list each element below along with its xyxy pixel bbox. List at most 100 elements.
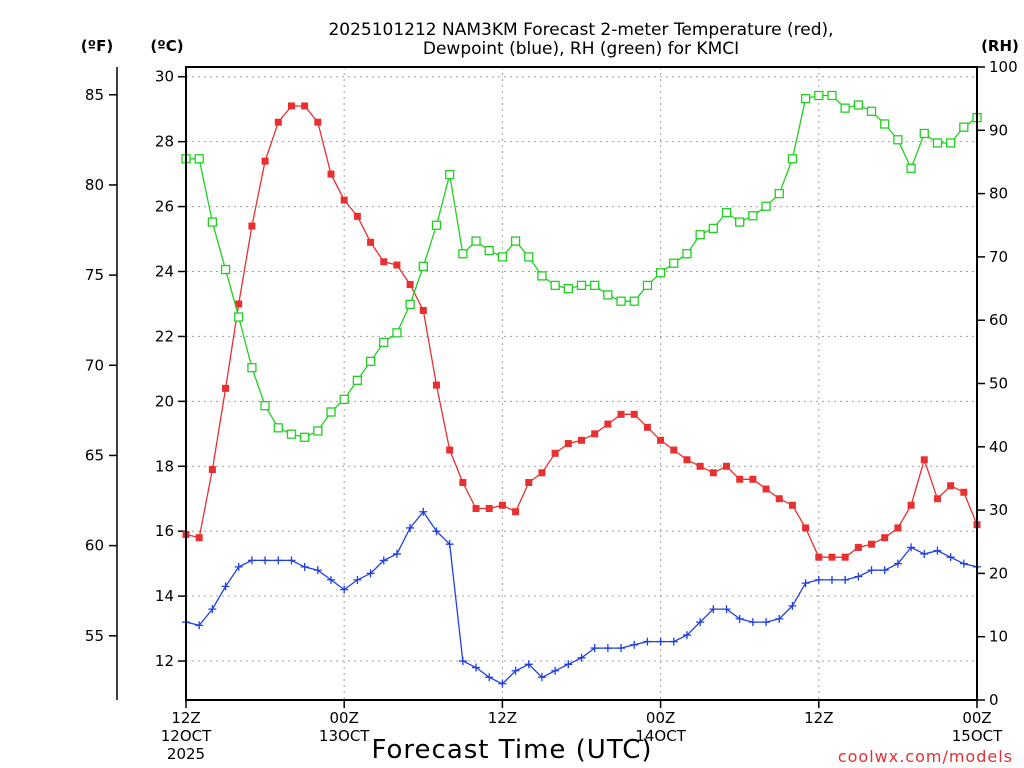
fahrenheit-tick-label: 75 [85, 266, 104, 284]
2-meter-temperature-point [643, 423, 651, 431]
rh-point [774, 188, 784, 199]
2-meter-temperature-point [340, 196, 348, 204]
2-meter-temperature-point [604, 420, 612, 428]
celsius-tick-label: 26 [155, 198, 174, 216]
rh-point [497, 252, 508, 262]
dewpoint-series [182, 507, 981, 688]
dewpoint-point [247, 556, 256, 565]
dewpoint-point [617, 644, 626, 653]
rh-tick-label: 50 [989, 375, 1008, 393]
celsius-tick-label: 22 [155, 327, 174, 345]
rh-point [655, 268, 666, 278]
2-meter-temperature-point [195, 534, 203, 542]
2-meter-temperature-point [287, 102, 295, 110]
rh-point [445, 169, 455, 180]
credit-label: coolwx.com/models [838, 747, 1013, 766]
rh-point [220, 264, 231, 275]
fahrenheit-tick-label: 65 [85, 446, 104, 464]
rh-point [761, 201, 771, 211]
dewpoint-point [300, 562, 309, 571]
2-meter-temperature-point [327, 170, 335, 178]
rh-axis: 0 10 20 30 40 50 60 70 80 90 100 [977, 58, 1018, 709]
fahrenheit-axis: 55 60 65 70 75 80 85 [85, 67, 118, 700]
2-meter-temperature-point [723, 462, 731, 470]
rh-point [365, 356, 376, 366]
celsius-unit-label: (ºC) [150, 37, 183, 55]
rh-point [234, 312, 244, 322]
dewpoint-point [722, 605, 731, 614]
2-meter-temperature-point [367, 238, 375, 246]
dewpoint-point [643, 637, 652, 646]
dewpoint-point [775, 614, 784, 623]
celsius-tick-label: 30 [155, 68, 174, 86]
rh-point [642, 280, 653, 291]
dewpoint-point [498, 679, 507, 688]
2-meter-temperature-point [736, 475, 744, 483]
dewpoint-point [709, 605, 718, 614]
2-meter-temperature-point [881, 534, 889, 542]
dewpoint-point [748, 618, 757, 627]
2-meter-temperature-point [393, 261, 401, 269]
dewpoint-point [392, 549, 401, 558]
dewpoint-point [353, 575, 362, 584]
2-meter-temperature-point [788, 501, 796, 509]
rh-point [260, 401, 270, 411]
2-meter-temperature-point [419, 306, 427, 314]
dewpoint-point [801, 579, 810, 588]
dewpoint-point [537, 673, 546, 682]
2-meter-temperature-point [683, 456, 691, 464]
rh-point [194, 154, 204, 164]
time-tick-year-label: 2025 [167, 745, 205, 763]
2-meter-temperature-point [578, 436, 585, 444]
rh-point [669, 258, 679, 268]
2-meter-temperature-point [802, 524, 810, 532]
2-meter-temperature-point [815, 553, 823, 561]
time-tick-date-label: 13OCT [319, 727, 370, 745]
rh-unit-label: (RH) [981, 37, 1019, 55]
rh-point [932, 138, 943, 148]
dewpoint-point [590, 644, 599, 653]
x-axis-label: Forecast Time (UTC) [371, 735, 652, 765]
dewpoint-point [933, 546, 942, 555]
rh-line [186, 94, 978, 438]
dewpoint-point [735, 614, 744, 623]
rh-tick-label: 80 [989, 185, 1008, 203]
rh-point [748, 211, 758, 221]
rh-point [299, 432, 310, 442]
2-meter-temperature-point [841, 553, 849, 561]
grid-lines [186, 67, 977, 700]
time-tick-date-label: 12OCT [161, 727, 212, 745]
rh-point [735, 217, 745, 227]
rh-point [326, 407, 336, 417]
celsius-tick-label: 12 [155, 652, 174, 670]
dewpoint-point [788, 601, 797, 610]
time-tick-hour-label: 12Z [171, 709, 200, 727]
dewpoint-point [524, 660, 533, 669]
dewpoint-point [261, 556, 270, 565]
time-tick-hour-label: 00Z [646, 709, 675, 727]
rh-point [313, 426, 323, 436]
celsius-tick-label: 16 [155, 522, 174, 540]
2-meter-temperature-point [775, 495, 783, 503]
2-meter-temperature-point [960, 488, 968, 496]
dewpoint-point [880, 566, 889, 575]
dewpoint-point [893, 559, 902, 568]
rh-point [800, 94, 811, 104]
dewpoint-point [511, 666, 520, 675]
time-tick-hour-label: 00Z [330, 709, 359, 727]
rh-point [352, 375, 363, 385]
dewpoint-point [234, 562, 243, 571]
rh-point [603, 290, 613, 300]
time-tick-hour-label: 12Z [804, 709, 833, 727]
plot-frame [185, 66, 978, 701]
time-tick-date-label: 14OCT [635, 727, 686, 745]
2-meter-temperature-series [182, 102, 981, 561]
2-meter-temperature-point [894, 524, 902, 532]
2-meter-temperature-point [591, 430, 599, 438]
rh-point [880, 119, 890, 129]
rh-tick-label: 40 [989, 438, 1008, 456]
celsius-tick-label: 20 [155, 392, 174, 410]
2-meter-temperature-line [185, 105, 978, 558]
dewpoint-point [274, 556, 283, 565]
